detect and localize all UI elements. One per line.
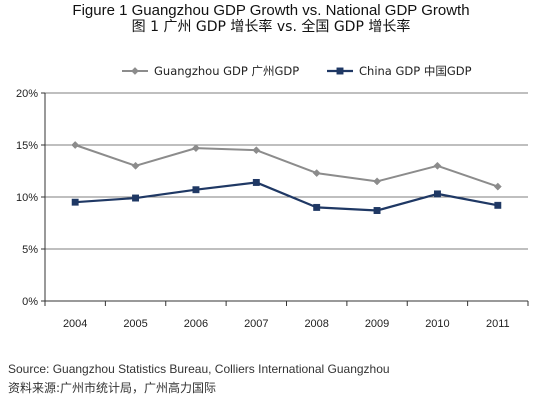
legend-label: Guangzhou GDP 广州GDP (154, 64, 299, 78)
chart-title: Figure 1 Guangzhou GDP Growth vs. Nation… (72, 2, 470, 19)
x-tick-label: 2009 (365, 318, 389, 330)
legend-swatch-marker (336, 67, 344, 75)
data-point (191, 144, 200, 153)
series-guangzhou (71, 141, 502, 191)
source-note: Source: Guangzhou Statistics Bureau, Col… (8, 362, 390, 376)
data-point (312, 169, 321, 178)
data-point (373, 177, 382, 186)
legend-item: Guangzhou GDP 广州GDP (122, 64, 299, 78)
legend-swatch-marker (131, 67, 139, 75)
legend-label: China GDP 中国GDP (359, 64, 472, 78)
data-point (132, 194, 140, 202)
source-note-cn: 资料来源:广州市统计局，广州高力国际 (8, 381, 217, 395)
data-point (192, 186, 200, 194)
y-tick-label: 5% (22, 244, 38, 256)
series-line (75, 181, 499, 212)
data-point (313, 203, 321, 211)
data-point (494, 201, 502, 209)
data-point (131, 161, 140, 170)
series-line (74, 144, 499, 188)
data-point (373, 207, 381, 214)
y-tick-label: 0% (22, 296, 38, 308)
chart-subtitle: 图 1 广州 GDP 增长率 vs. 全国 GDP 增长率 (131, 19, 411, 35)
y-tick-label: 15% (16, 140, 38, 152)
data-point (252, 146, 261, 155)
series-china (71, 178, 502, 214)
data-point (71, 141, 80, 149)
x-tick-label: 2010 (425, 318, 449, 330)
gridlines (45, 92, 528, 250)
data-point (433, 161, 442, 170)
data-point (71, 198, 79, 206)
data-point (433, 190, 441, 198)
data-point (252, 178, 260, 186)
x-axis-ticks: 2004 2005 2006 2007 2008 2009 2010 2011 (44, 301, 529, 330)
data-point (493, 182, 502, 191)
x-tick-label: 2004 (63, 318, 87, 330)
x-tick-label: 2008 (304, 318, 328, 330)
legend: Guangzhou GDP 广州GDP China GDP 中国GDP (122, 64, 472, 78)
y-tick-label: 10% (16, 192, 38, 204)
y-tick-label: 20% (16, 88, 38, 100)
x-tick-label: 2011 (486, 318, 510, 330)
x-tick-label: 2006 (184, 318, 208, 330)
x-tick-label: 2005 (123, 318, 147, 330)
legend-item: China GDP 中国GDP (327, 64, 472, 78)
y-axis-ticks: 0% 5% 10% 15% 20% (16, 88, 45, 308)
series-group (71, 141, 502, 214)
x-tick-label: 2007 (244, 318, 268, 330)
